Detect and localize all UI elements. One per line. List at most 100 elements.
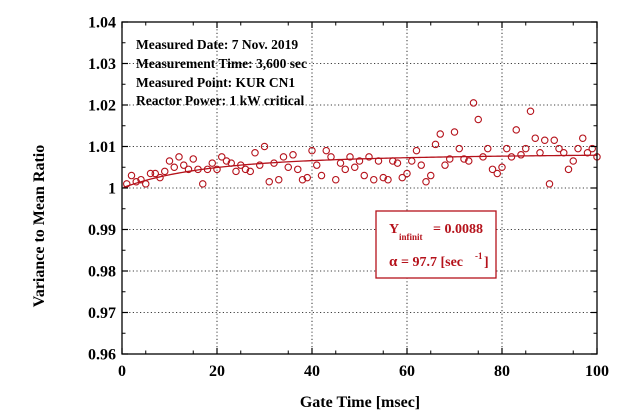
data-point xyxy=(455,144,463,153)
data-point xyxy=(403,169,411,178)
data-point xyxy=(284,163,292,172)
data-point xyxy=(213,165,221,174)
data-point xyxy=(279,153,288,161)
y-infinity-subscript: infinit xyxy=(399,232,423,242)
data-point xyxy=(218,153,226,161)
data-point xyxy=(132,178,141,186)
data-point xyxy=(583,148,592,157)
y-tick-label: 1 xyxy=(108,181,116,198)
data-point xyxy=(431,140,440,149)
data-point xyxy=(493,169,501,178)
data-point xyxy=(322,146,330,155)
data-point xyxy=(393,159,402,167)
data-point xyxy=(274,175,283,184)
data-point xyxy=(270,159,278,167)
data-point xyxy=(436,130,444,138)
data-point xyxy=(379,173,387,182)
annotation-block: Measured Date: 7 Nov. 2019 Measurement T… xyxy=(136,37,307,108)
data-point xyxy=(502,144,511,153)
data-point xyxy=(550,136,558,145)
data-point xyxy=(559,148,568,157)
y-tick-label: 0.98 xyxy=(88,264,116,281)
data-point xyxy=(521,144,530,153)
data-point xyxy=(199,180,207,188)
data-point xyxy=(498,163,506,172)
data-point xyxy=(137,175,145,184)
data-point xyxy=(298,175,307,184)
data-point xyxy=(460,155,468,163)
annotation-measured-point: Measured Point: KUR CN1 xyxy=(136,75,295,90)
data-point xyxy=(146,169,155,178)
data-point xyxy=(474,115,482,124)
data-point xyxy=(479,153,487,161)
y-tick-label: 1.01 xyxy=(88,139,116,156)
fit-result-frame xyxy=(375,210,497,279)
data-point xyxy=(151,169,160,178)
data-point xyxy=(398,173,406,182)
x-tick-label: 0 xyxy=(118,363,126,380)
data-point xyxy=(365,153,373,161)
data-point xyxy=(194,165,202,174)
y-tick-labels: 0.96 0.97 0.98 0.99 1 1.01 1.02 1.03 1.04 xyxy=(88,15,116,364)
data-point xyxy=(422,178,430,186)
y-tick-label: 0.99 xyxy=(88,222,116,239)
alpha-close-bracket: ] xyxy=(484,255,489,270)
data-point xyxy=(184,165,193,174)
annotation-measurement-time: Measurement Time: 3,600 sec xyxy=(136,56,307,71)
data-point xyxy=(336,159,345,167)
data-point xyxy=(384,175,392,184)
alpha-symbol: α xyxy=(389,254,398,270)
y-tick-label: 0.97 xyxy=(88,305,116,322)
data-point xyxy=(564,165,573,174)
y-infinity-symbol: Y xyxy=(389,222,399,237)
fit-result-box: Y infinit = 0.0088 α = 97.7 [sec -1 ] xyxy=(375,210,497,279)
data-point xyxy=(260,142,269,151)
data-point xyxy=(388,157,397,165)
data-point xyxy=(222,157,231,165)
data-point xyxy=(161,167,169,176)
y-tick-label: 0.96 xyxy=(88,347,116,364)
data-point xyxy=(450,128,459,136)
data-point xyxy=(227,159,236,167)
data-point xyxy=(237,161,245,169)
data-point xyxy=(483,144,492,153)
fit-curve xyxy=(123,154,598,189)
data-point xyxy=(588,144,596,153)
alpha-exponent: -1 xyxy=(475,251,483,261)
data-point xyxy=(464,157,473,165)
data-point xyxy=(555,144,563,153)
alpha-value: = 97.7 [sec xyxy=(401,255,463,270)
data-point xyxy=(531,134,539,142)
data-point xyxy=(469,99,478,107)
annotation-reactor-power: Reactor Power: 1 kW critical xyxy=(136,93,304,108)
data-point xyxy=(127,171,136,180)
x-tick-label: 20 xyxy=(209,363,225,380)
data-point xyxy=(355,157,364,165)
data-point xyxy=(165,157,174,165)
data-point xyxy=(350,163,359,172)
data-point xyxy=(180,161,188,169)
data-point xyxy=(317,171,326,180)
data-point xyxy=(517,151,525,159)
data-point xyxy=(246,167,255,176)
y-axis-label: Variance to Mean Ratio xyxy=(31,145,48,308)
y-tick-label: 1.03 xyxy=(88,56,116,73)
data-point xyxy=(407,157,416,165)
data-point xyxy=(545,180,554,188)
data-point xyxy=(426,171,435,180)
data-point xyxy=(189,155,198,163)
fit-curve-group xyxy=(123,154,598,189)
data-point xyxy=(327,153,335,161)
data-point xyxy=(251,148,259,157)
data-point xyxy=(303,173,311,182)
data-point xyxy=(265,178,273,186)
data-point xyxy=(312,161,321,169)
data-point xyxy=(232,167,240,176)
x-tick-label: 60 xyxy=(399,363,415,380)
data-point xyxy=(255,161,264,169)
data-point xyxy=(536,148,544,157)
data-point xyxy=(488,165,497,174)
data-point xyxy=(346,153,354,161)
x-axis-label: Gate Time [msec] xyxy=(300,394,420,411)
